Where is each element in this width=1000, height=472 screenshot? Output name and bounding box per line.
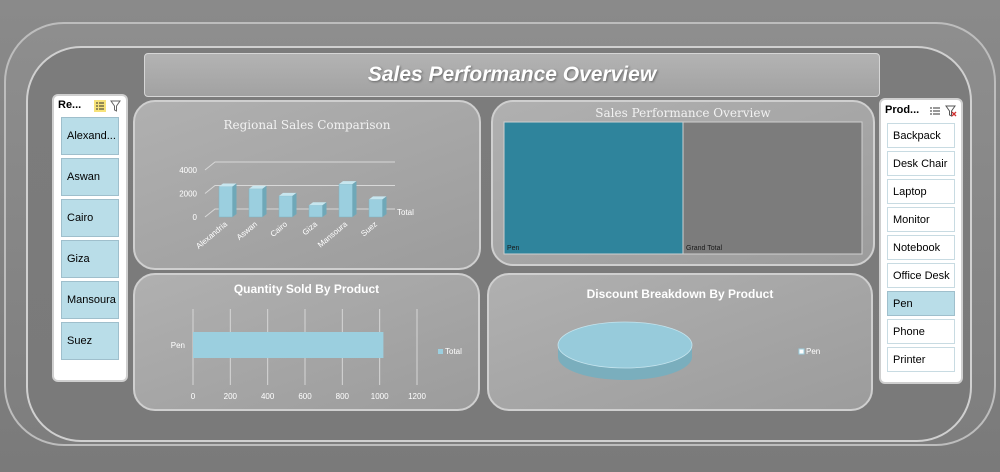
clear-filter-icon[interactable] [110, 99, 122, 112]
x-tick-label: 0 [191, 392, 196, 401]
slicer-item-region[interactable]: Giza [61, 240, 119, 278]
product-slicer[interactable]: Prod... Backpack Desk Chair Laptop Monit… [879, 98, 963, 384]
quantity-sold-chart: 0 200 400 600 800 1000 1200 Pen Total [171, 309, 462, 401]
x-tick-label: Aswan [235, 220, 259, 242]
y-tick-label: 2000 [179, 190, 197, 199]
bar-side [262, 185, 267, 217]
slicer-item-region[interactable]: Suez [61, 322, 119, 360]
bar-side [322, 202, 327, 217]
bar-side [352, 181, 357, 217]
gridline [204, 161, 395, 171]
x-tick-label: 1000 [371, 392, 389, 401]
discount-pie-chart: Pen [557, 321, 820, 380]
pie-slice [557, 321, 693, 369]
bar-top [249, 185, 267, 189]
slicer-item-region[interactable]: Alexand... [61, 117, 119, 155]
x-tick-label: 200 [224, 392, 238, 401]
bar [218, 186, 233, 218]
gridline [204, 208, 395, 218]
product-slicer-header: Prod... [881, 100, 961, 120]
bar-side [292, 192, 297, 217]
product-slicer-title: Prod... [885, 104, 920, 116]
x-tick-label: Mansoura [316, 219, 349, 249]
treemap-title: Sales Performance Overview [595, 106, 771, 120]
legend-label: Total [397, 208, 414, 217]
bar [278, 195, 293, 218]
slicer-item-product[interactable]: Notebook [887, 235, 955, 260]
bar-top [369, 196, 387, 200]
x-tick-label: 600 [298, 392, 312, 401]
legend-swatch [798, 348, 805, 355]
regional-sales-title: Regional Sales Comparison [223, 118, 391, 132]
treemap-tile [503, 121, 684, 255]
x-tick-label: 400 [261, 392, 275, 401]
slicer-item-product[interactable]: Phone [887, 319, 955, 344]
slicer-item-product[interactable]: Printer [887, 347, 955, 372]
regional-sales-card[interactable]: Regional Sales Comparison 4000 2000 0 Alexa… [133, 100, 481, 270]
slicer-item-product[interactable]: Laptop [887, 179, 955, 204]
slicer-item-region[interactable]: Cairo [61, 199, 119, 237]
dashboard-title: Sales Performance Overview [367, 63, 657, 86]
y-tick-label: 4000 [179, 166, 197, 175]
bar [368, 199, 383, 218]
legend-label: Pen [806, 347, 820, 356]
x-tick-label: Alexandria [194, 219, 229, 251]
bar-top [279, 192, 297, 196]
discount-breakdown-card[interactable]: Discount Breakdown By Product Pen [487, 273, 873, 411]
slicer-item-region[interactable]: Aswan [61, 158, 119, 196]
sales-treemap-card[interactable]: Sales Performance Overview Pen Grand Tota… [491, 100, 875, 266]
x-tick-label: Cairo [269, 219, 290, 239]
slicer-item-product[interactable]: Backpack [887, 123, 955, 148]
dashboard-title-bar: Sales Performance Overview [144, 53, 880, 97]
discount-breakdown-title: Discount Breakdown By Product [586, 287, 774, 301]
treemap-tile-label: Pen [507, 245, 520, 252]
bar [338, 183, 353, 218]
sales-treemap-chart: Pen Grand Total [503, 121, 863, 255]
quantity-sold-card[interactable]: Quantity Sold By Product 0 200 400 600 800 10… [133, 273, 480, 411]
legend-label: Total [445, 347, 462, 356]
bar-side [232, 183, 237, 217]
treemap-tile-label: Grand Total [686, 245, 723, 252]
bar [248, 188, 263, 218]
region-slicer-title: Re... [58, 99, 82, 111]
x-tick-label: 800 [336, 392, 350, 401]
bar-top [309, 202, 327, 206]
gridline [204, 185, 395, 194]
y-tick-label: 0 [193, 213, 198, 222]
slicer-item-product-selected[interactable]: Pen [887, 291, 955, 316]
bar [193, 332, 384, 358]
x-tick-label: Suez [359, 220, 379, 239]
region-slicer[interactable]: Re... Alexand... Aswan Cairo Giza Mansou… [52, 94, 128, 382]
bar-side [382, 196, 387, 217]
slicer-item-product[interactable]: Desk Chair [887, 151, 955, 176]
legend-swatch [438, 349, 443, 354]
treemap-tile [682, 121, 863, 255]
quantity-sold-title: Quantity Sold By Product [233, 282, 380, 296]
multi-select-icon[interactable] [929, 104, 941, 116]
multi-select-icon[interactable] [94, 99, 106, 112]
region-slicer-header: Re... [54, 96, 126, 114]
bar-top [339, 181, 357, 185]
x-tick-label: 1200 [408, 392, 426, 401]
bar-top [219, 183, 237, 187]
clear-filter-icon[interactable] [945, 104, 957, 117]
slicer-item-product[interactable]: Office Desk [887, 263, 955, 288]
slicer-item-product[interactable]: Monitor [887, 207, 955, 232]
bar [308, 205, 323, 218]
slicer-item-region[interactable]: Mansoura [61, 281, 119, 319]
y-category-label: Pen [171, 341, 185, 350]
x-tick-label: Giza [301, 219, 320, 237]
